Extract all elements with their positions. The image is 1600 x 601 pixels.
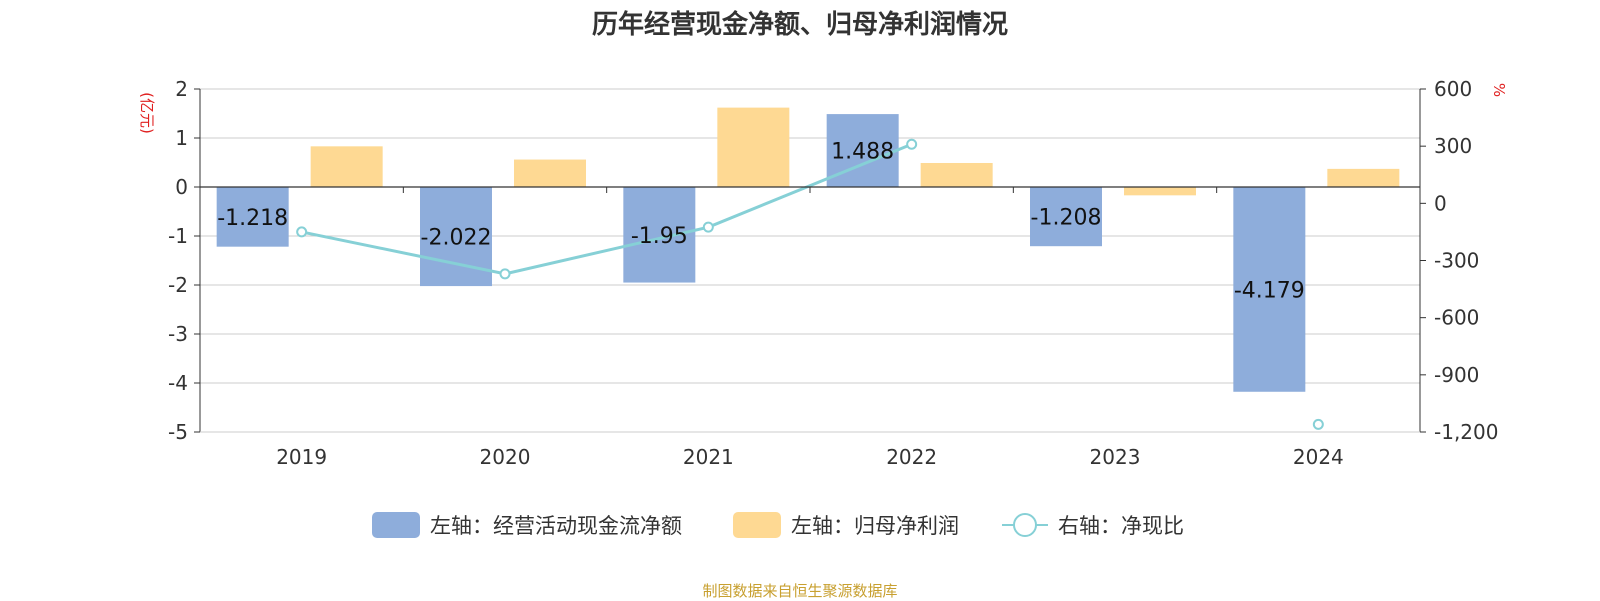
left-axis-tick-label: -3 [168,322,188,346]
right-axis-tick-label: 0 [1434,191,1447,215]
cash-flow-data-label: -4.179 [1234,278,1305,303]
left-axis-unit: (亿元) [138,92,156,134]
cash-flow-data-label: -1.208 [1031,206,1102,231]
left-axis-tick-label: -1 [168,224,188,248]
legend: 左轴：经营活动现金流净额 左轴：归母净利润 右轴：净现比 [372,512,1184,538]
source-note: 制图数据来自恒生聚源数据库 [702,582,898,600]
legend-swatch [733,512,781,538]
cash-flow-data-label: -1.218 [217,206,288,231]
right-axis-tick-label: -900 [1434,363,1479,387]
chart-title: 历年经营现金净额、归母净利润情况 [591,10,1008,40]
x-axis-category-label: 2021 [683,445,734,469]
cash-flow-bar [1233,187,1306,392]
net-profit-bar [514,159,586,187]
x-axis-category-label: 2020 [480,445,531,469]
ratio-point [499,268,511,280]
axes: 2 1 0 -1 -2 -3 -4 -5 600 300 0 -300 -600 -900 -1,200 (亿… [138,77,1508,469]
chart-canvas: 2 1 0 -1 -2 -3 -4 -5 600 300 0 -300 -600 -900 -1,200 (亿… [138,77,1508,538]
right-axis-tick-label: -300 [1434,249,1479,273]
cash-flow-data-label: -2.022 [421,226,492,251]
cash-flow-data-label: -1.95 [631,224,688,249]
net-profit-bar [1124,187,1196,196]
net-profit-bar [920,162,993,187]
right-axis-tick-label: 600 [1434,77,1472,101]
right-axis-unit: % [1490,83,1508,97]
ratio-point [906,138,918,150]
net-profit-bar [717,107,790,187]
cash-flow-data-label: 1.488 [831,140,894,165]
legend-marker [1013,513,1037,537]
x-axis-category-label: 2022 [886,445,937,469]
left-axis-tick-label: 2 [175,77,188,101]
left-axis-tick-label: 0 [175,175,188,199]
net-profit-bar [1327,168,1400,187]
cash-flow-bar [216,187,289,247]
x-axis-category-label: 2023 [1090,445,1141,469]
x-axis-category-label: 2019 [276,445,327,469]
left-axis-tick-label: -5 [168,420,188,444]
ratio-point [296,226,308,238]
left-axis-tick-label: -4 [168,371,188,395]
ratio-line-series [296,138,1324,430]
cash-flow-bar [1030,187,1102,247]
right-axis-tick-label: 300 [1434,134,1472,158]
data-labels: -1.218 -2.022 -1.95 1.488 -1.208 -4.179 [217,140,1305,304]
net-profit-bar [310,146,383,187]
legend-label: 右轴：净现比 [1058,514,1184,538]
bars [216,107,1400,392]
legend-swatch [372,512,420,538]
legend-label: 左轴：经营活动现金流净额 [430,514,682,538]
left-axis-tick-label: -2 [168,273,188,297]
cash-flow-bar [623,187,696,283]
right-axis-tick-label: -600 [1434,306,1479,330]
ratio-point [702,221,714,233]
right-axis-tick-label: -1,200 [1434,420,1498,444]
ratio-line [301,142,913,276]
legend-label: 左轴：归母净利润 [791,514,959,538]
ratio-point [1312,418,1324,430]
x-axis-category-label: 2024 [1293,445,1344,469]
left-axis-tick-label: 1 [175,126,188,150]
